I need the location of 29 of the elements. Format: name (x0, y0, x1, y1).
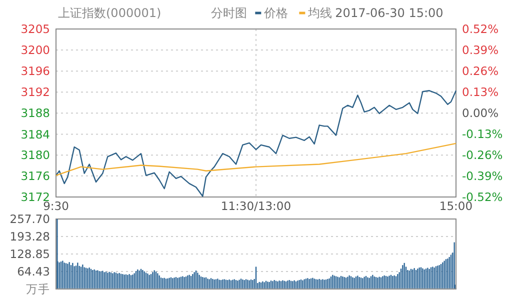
y2-tick-label: 0.00% (462, 106, 499, 120)
y-tick-label: 3176 (20, 168, 50, 183)
y-tick-label: 3180 (20, 148, 50, 162)
y2-tick-label: 0.52% (462, 22, 499, 36)
line-series (55, 142, 457, 176)
line-series (55, 90, 457, 197)
y2-tick-label: 0.13% (462, 85, 499, 99)
y-tick-label: 257.70 (10, 212, 50, 226)
chart-title: 上证指数(000001) (58, 6, 162, 20)
y-tick-label: 193.28 (10, 230, 50, 244)
y-tick-label: 3188 (20, 106, 50, 120)
x-tick-label: 11:30/13:00 (220, 199, 292, 213)
y-tick-label: 3192 (20, 85, 50, 100)
y2-tick-label: -0.39% (462, 169, 503, 183)
legend-label: 价格 (263, 6, 288, 20)
y2-tick-label: -0.13% (462, 127, 503, 141)
y2-tick-label: -0.26% (462, 148, 503, 162)
legend-label: 均线 (307, 6, 332, 20)
text: 分时图 (211, 6, 248, 20)
y-tick-label: 3196 (20, 64, 50, 78)
y-tick-label: 3205 (20, 22, 50, 36)
y2-tick-label: 0.26% (462, 64, 499, 78)
y-tick-label: 128.85 (10, 247, 50, 261)
text: 2017-06-30 15:00 (335, 6, 444, 20)
y-tick-label: 3184 (20, 127, 50, 142)
y-axis-title: 万手 (26, 282, 50, 296)
y-tick-label: 64.43 (17, 264, 50, 278)
y2-tick-label: 0.39% (462, 43, 499, 57)
y-tick-label: 3200 (20, 43, 50, 58)
